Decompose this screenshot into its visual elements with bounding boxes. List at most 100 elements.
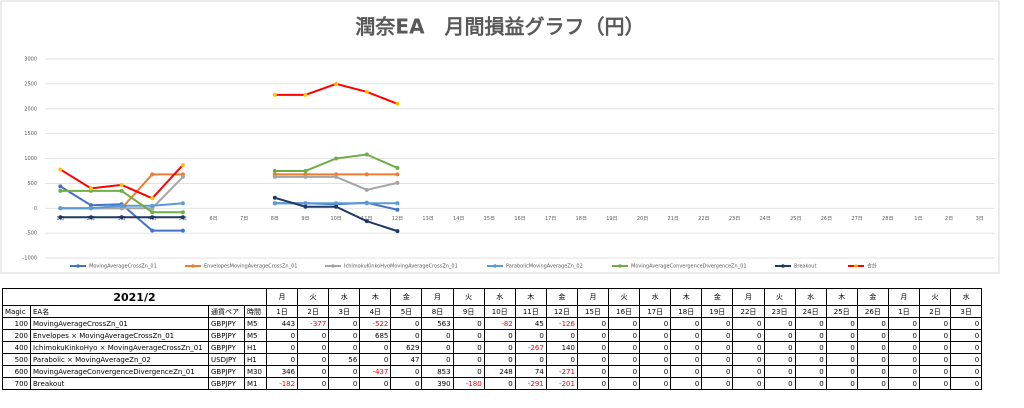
chart: 潤奈EA 月間損益グラフ（円） -1000 -500 0 500 1000 1500 200…	[0, 0, 1000, 274]
series-marker	[150, 215, 155, 220]
table-cell: -82	[483, 317, 516, 330]
legend-marker	[493, 264, 497, 268]
series-marker	[395, 180, 400, 185]
table-cell: 0	[545, 353, 578, 366]
table-cell: 0	[856, 329, 889, 342]
table-cell: 11日	[514, 305, 547, 318]
series-marker	[303, 92, 308, 97]
x-tick-label: 8日	[271, 216, 279, 222]
series-marker	[272, 201, 277, 206]
table-cell: 0	[421, 329, 454, 342]
table-cell: 0	[794, 317, 827, 330]
series-marker	[395, 172, 400, 177]
series-marker	[395, 207, 400, 212]
table-cell: GBPJPY	[208, 341, 245, 354]
table-cell: 0	[639, 329, 672, 342]
table-cell: 0	[763, 341, 796, 354]
table-cell: USDJPY	[208, 353, 245, 366]
table-cell: 0	[576, 377, 610, 390]
table-cell: 0	[701, 377, 734, 390]
table-cell: 0	[670, 377, 703, 390]
y-tick-label: 500	[27, 181, 37, 187]
table-cell: 0	[639, 365, 672, 378]
series-marker	[180, 215, 185, 220]
table-cell: 0	[701, 329, 734, 342]
table-cell: 0	[732, 341, 765, 354]
series-marker	[119, 188, 124, 193]
table-cell: GBPJPY	[208, 329, 245, 342]
x-tick-label: 10日	[330, 216, 341, 222]
x-tick-label: 26日	[821, 216, 832, 222]
y-tick-label: 1000	[24, 156, 37, 162]
series-marker	[303, 201, 308, 206]
table-cell: M30	[244, 365, 267, 378]
table-cell: 140	[545, 341, 578, 354]
table-cell: 2日	[918, 305, 952, 318]
table-cell: 0	[452, 317, 485, 330]
table-cell: 47	[390, 353, 423, 366]
table-cell: 23日	[763, 305, 796, 318]
table-cell: H1	[244, 341, 267, 354]
table-cell: 0	[576, 317, 610, 330]
series-marker	[303, 174, 308, 179]
table-cell: 18日	[670, 305, 703, 318]
table-cell: 0	[452, 365, 485, 378]
table-cell: 0	[670, 329, 703, 342]
series-marker	[272, 168, 277, 173]
table-cell: 0	[887, 377, 920, 390]
table-cell: 12日	[545, 305, 578, 318]
table-cell: 0	[887, 341, 920, 354]
table-cell: 0	[825, 377, 858, 390]
table-cell: 500	[2, 353, 31, 366]
table-cell: 水	[794, 288, 827, 306]
table-cell: 0	[732, 377, 765, 390]
x-tick-label: 7日	[240, 216, 248, 222]
legend-marker	[781, 264, 785, 268]
table-cell: IchimokuKinkoHyo × MovingAverageCrossZn_…	[30, 341, 209, 354]
table-cell: 月	[887, 288, 920, 306]
table-cell: 0	[825, 341, 858, 354]
table-cell: 通貨ペア	[208, 305, 245, 318]
series-marker	[180, 228, 185, 233]
table-cell: 0	[390, 377, 423, 390]
x-tick-label: 20日	[637, 216, 648, 222]
table-cell: 10日	[483, 305, 516, 318]
x-tick-label: 9日	[301, 216, 309, 222]
table-cell: 金	[856, 288, 889, 306]
table-cell: 0	[265, 329, 299, 342]
table-cell: 0	[452, 341, 485, 354]
series-marker	[334, 201, 339, 206]
table-cell: 0	[608, 317, 641, 330]
table-row: 500 Parabolic × MovingAverageZn_02 USDJPY H…	[2, 353, 983, 366]
legend-marker	[76, 264, 80, 268]
table-cell: 水	[328, 288, 361, 306]
series-marker	[395, 165, 400, 170]
table-cell: 0	[825, 329, 858, 342]
series-marker	[150, 210, 155, 215]
table-cell: 0	[918, 377, 952, 390]
table-cell: Envelopes × MovingAverageCrossZn_01	[30, 329, 209, 342]
series-marker	[272, 195, 277, 200]
table-cell: M5	[244, 329, 267, 342]
table-cell: 0	[421, 341, 454, 354]
table-cell: 8日	[421, 305, 454, 318]
table-cell: 400	[2, 341, 31, 354]
table-cell: 0	[328, 329, 361, 342]
table-cell: 0	[328, 341, 361, 354]
table-cell: 0	[576, 341, 610, 354]
table-cell: -126	[545, 317, 578, 330]
table-cell: 9日	[452, 305, 485, 318]
table-cell: 0	[794, 329, 827, 342]
table-cell: 月	[265, 288, 299, 306]
table-cell: 0	[763, 329, 796, 342]
table-cell: 0	[950, 353, 983, 366]
table-cell: 0	[701, 353, 734, 366]
table-cell: 0	[825, 353, 858, 366]
table-cell: 0	[639, 377, 672, 390]
series-marker	[364, 172, 369, 177]
table-cell: Parabolic × MovingAverageZn_02	[30, 353, 209, 366]
y-tick-label: 0	[34, 206, 37, 212]
table-cell: 26日	[856, 305, 889, 318]
table-cell: 0	[328, 317, 361, 330]
